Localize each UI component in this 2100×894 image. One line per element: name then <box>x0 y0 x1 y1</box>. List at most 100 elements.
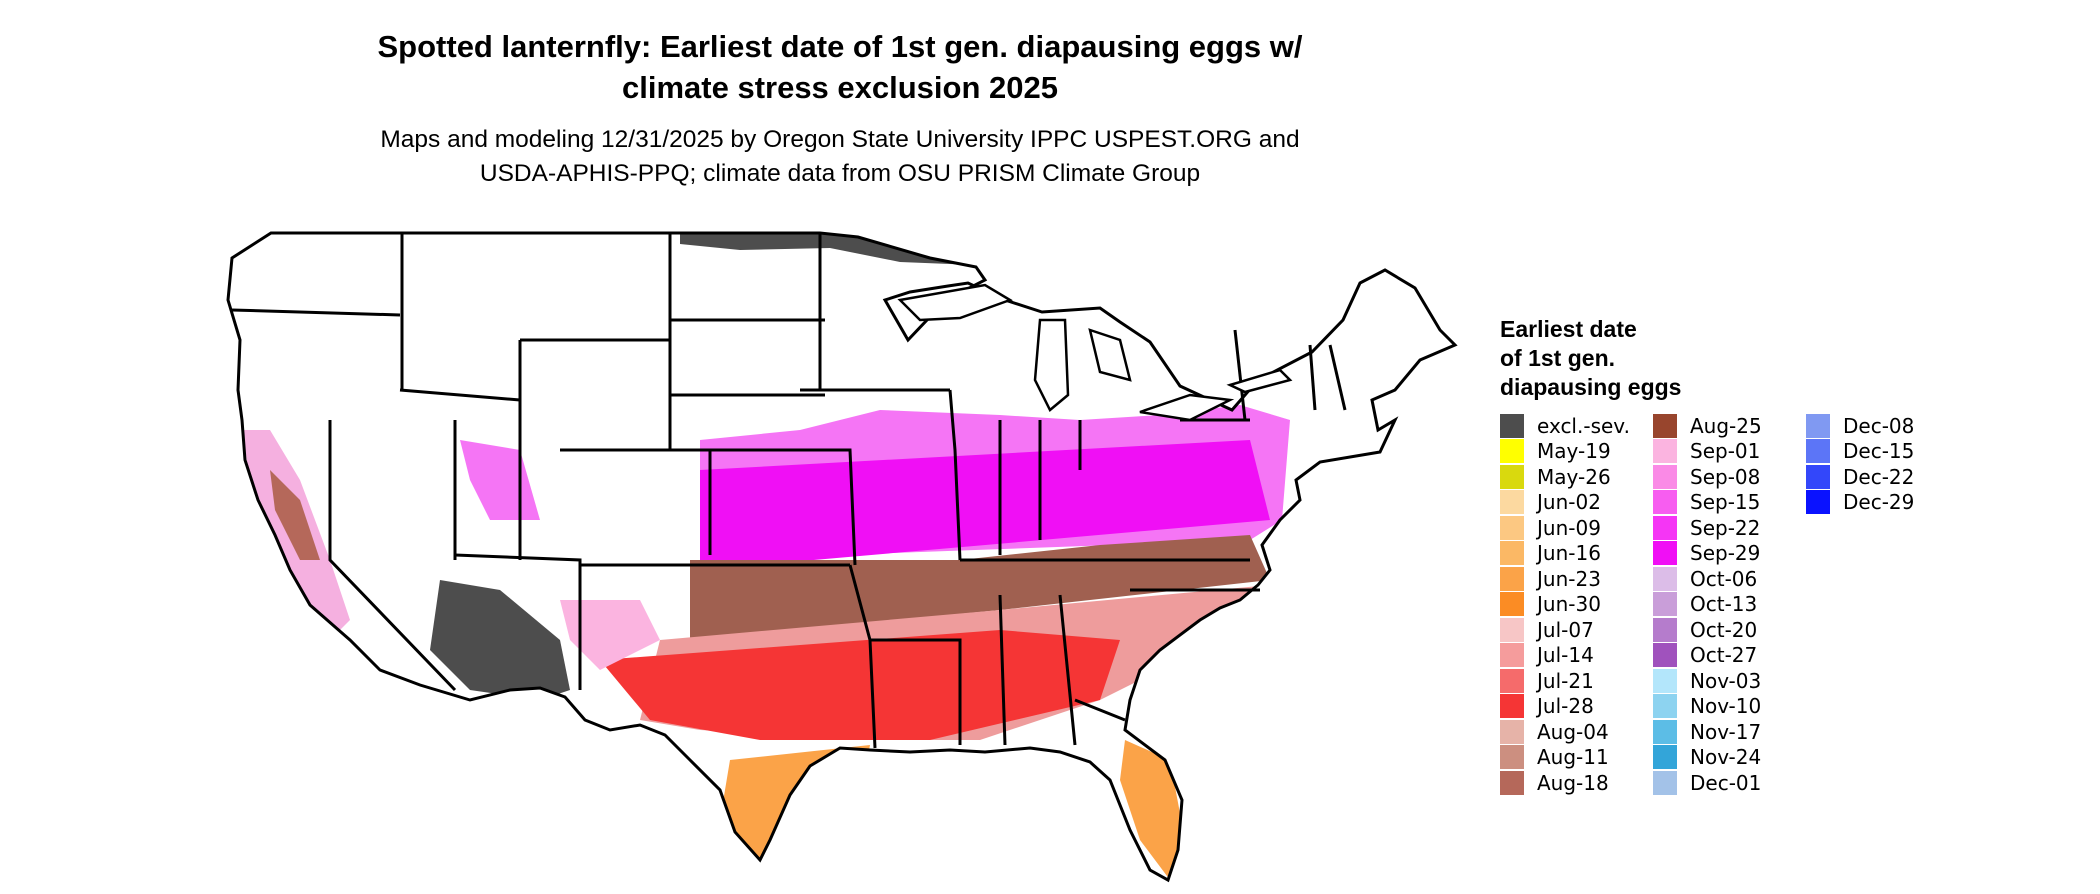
legend-item: Oct-13 <box>1653 592 1790 618</box>
legend-label: Aug-25 <box>1690 413 1762 438</box>
legend-swatch <box>1653 464 1677 489</box>
legend-item: May-19 <box>1500 439 1637 465</box>
legend-label: Jun-16 <box>1537 541 1601 566</box>
legend-item: Sep-29 <box>1653 541 1790 567</box>
legend-swatch <box>1653 617 1677 642</box>
legend-item: Dec-22 <box>1806 464 1943 490</box>
legend-item: Dec-15 <box>1806 439 1943 465</box>
legend-label: Sep-22 <box>1690 515 1761 540</box>
legend-label: Aug-04 <box>1537 719 1609 744</box>
legend-label: Nov-10 <box>1690 694 1762 719</box>
legend-item: Jul-14 <box>1500 643 1637 669</box>
legend-swatch <box>1500 643 1524 668</box>
legend-label: Jul-14 <box>1537 643 1594 668</box>
legend-item: Nov-10 <box>1653 694 1790 720</box>
legend-item: May-26 <box>1500 464 1637 490</box>
legend-item: Jun-23 <box>1500 566 1637 592</box>
legend-item: excl.-sev. <box>1500 413 1637 439</box>
legend-column: excl.-sev. May-19 May-26 Jun-02 Jun-09 Jun-16… <box>1500 413 1637 796</box>
legend-label: Oct-06 <box>1690 566 1758 591</box>
legend-item: Aug-25 <box>1653 413 1790 439</box>
legend-label: Nov-03 <box>1690 668 1762 693</box>
legend-swatch <box>1653 439 1677 464</box>
legend-item: Dec-29 <box>1806 490 1943 516</box>
legend-label: May-26 <box>1537 464 1611 489</box>
legend-label: Jun-30 <box>1537 592 1601 617</box>
legend-label: Sep-15 <box>1690 490 1761 515</box>
legend-label: Jun-02 <box>1537 490 1601 515</box>
legend-label: Dec-29 <box>1843 490 1915 515</box>
legend-swatch <box>1500 694 1524 719</box>
legend-swatch <box>1653 490 1677 515</box>
legend-item: Sep-01 <box>1653 439 1790 465</box>
legend-swatch <box>1500 464 1524 489</box>
legend-swatch <box>1653 668 1677 693</box>
legend-swatch <box>1653 770 1677 795</box>
legend-swatch <box>1653 592 1677 617</box>
legend-swatch <box>1653 694 1677 719</box>
legend-label: May-19 <box>1537 439 1611 464</box>
map-subtitle-line-1: Maps and modeling 12/31/2025 by Oregon S… <box>380 126 1300 153</box>
legend-swatch <box>1500 413 1524 438</box>
legend-swatch <box>1653 745 1677 770</box>
legend-label: Oct-20 <box>1690 617 1758 642</box>
legend-title-line-3: diapausing eggs <box>1500 374 1682 400</box>
legend-swatch <box>1806 413 1830 438</box>
legend-item: Jun-09 <box>1500 515 1637 541</box>
map-subtitle: Maps and modeling 12/31/2025 by Oregon S… <box>240 123 1440 191</box>
legend-label: Nov-24 <box>1690 745 1762 770</box>
legend-item: Aug-11 <box>1500 745 1637 771</box>
legend-swatch <box>1500 745 1524 770</box>
legend-column: Aug-25 Sep-01 Sep-08 Sep-15 Sep-22 Sep-29 Oct-… <box>1653 413 1790 796</box>
legend-item: Dec-01 <box>1653 770 1790 796</box>
legend-label: Dec-15 <box>1843 439 1915 464</box>
map-legend: Earliest date of 1st gen. diapausing egg… <box>1500 315 1943 796</box>
legend-label: Jul-21 <box>1537 668 1594 693</box>
legend-label: Oct-27 <box>1690 643 1758 668</box>
legend-column: Dec-08 Dec-15 Dec-22 Dec-29 <box>1806 413 1943 796</box>
legend-item: Nov-17 <box>1653 719 1790 745</box>
legend-swatch <box>1500 515 1524 540</box>
legend-item: Jul-28 <box>1500 694 1637 720</box>
legend-swatch <box>1653 515 1677 540</box>
legend-swatch <box>1500 490 1524 515</box>
legend-swatch <box>1500 541 1524 566</box>
legend-label: Dec-01 <box>1690 770 1762 795</box>
legend-label: Jun-09 <box>1537 515 1601 540</box>
legend-swatch <box>1500 439 1524 464</box>
legend-swatch <box>1500 566 1524 591</box>
conus-map <box>226 231 1457 882</box>
legend-swatch <box>1500 617 1524 642</box>
map-title-line-1: Spotted lanternfly: Earliest date of 1st… <box>377 29 1303 64</box>
legend-swatch <box>1806 490 1830 515</box>
legend-item: Sep-08 <box>1653 464 1790 490</box>
legend-item: Jul-07 <box>1500 617 1637 643</box>
legend-swatch <box>1500 719 1524 744</box>
legend-item: Jul-21 <box>1500 668 1637 694</box>
legend-item: Aug-18 <box>1500 770 1637 796</box>
legend-label: Dec-22 <box>1843 464 1915 489</box>
legend-item: Sep-15 <box>1653 490 1790 516</box>
legend-title-line-2: of 1st gen. <box>1500 345 1616 371</box>
legend-item: Nov-03 <box>1653 668 1790 694</box>
legend-item: Nov-24 <box>1653 745 1790 771</box>
legend-item: Oct-20 <box>1653 617 1790 643</box>
legend-item: Dec-08 <box>1806 413 1943 439</box>
legend-item: Sep-22 <box>1653 515 1790 541</box>
legend-label: Dec-08 <box>1843 413 1915 438</box>
legend-swatch <box>1806 464 1830 489</box>
legend-swatch <box>1653 643 1677 668</box>
legend-swatch <box>1653 541 1677 566</box>
legend-item: Oct-06 <box>1653 566 1790 592</box>
legend-label: Aug-18 <box>1537 770 1609 795</box>
legend-label: Sep-01 <box>1690 439 1761 464</box>
legend-swatch <box>1500 668 1524 693</box>
legend-item: Jun-02 <box>1500 490 1637 516</box>
legend-label: Sep-08 <box>1690 464 1761 489</box>
legend-label: Sep-29 <box>1690 541 1761 566</box>
legend-columns: excl.-sev. May-19 May-26 Jun-02 Jun-09 Jun-16… <box>1500 413 1943 796</box>
legend-item: Oct-27 <box>1653 643 1790 669</box>
legend-title-line-1: Earliest date <box>1500 316 1637 342</box>
map-subtitle-line-2: USDA-APHIS-PPQ; climate data from OSU PR… <box>479 160 1201 187</box>
map-title-line-2: climate stress exclusion 2025 <box>622 70 1058 105</box>
